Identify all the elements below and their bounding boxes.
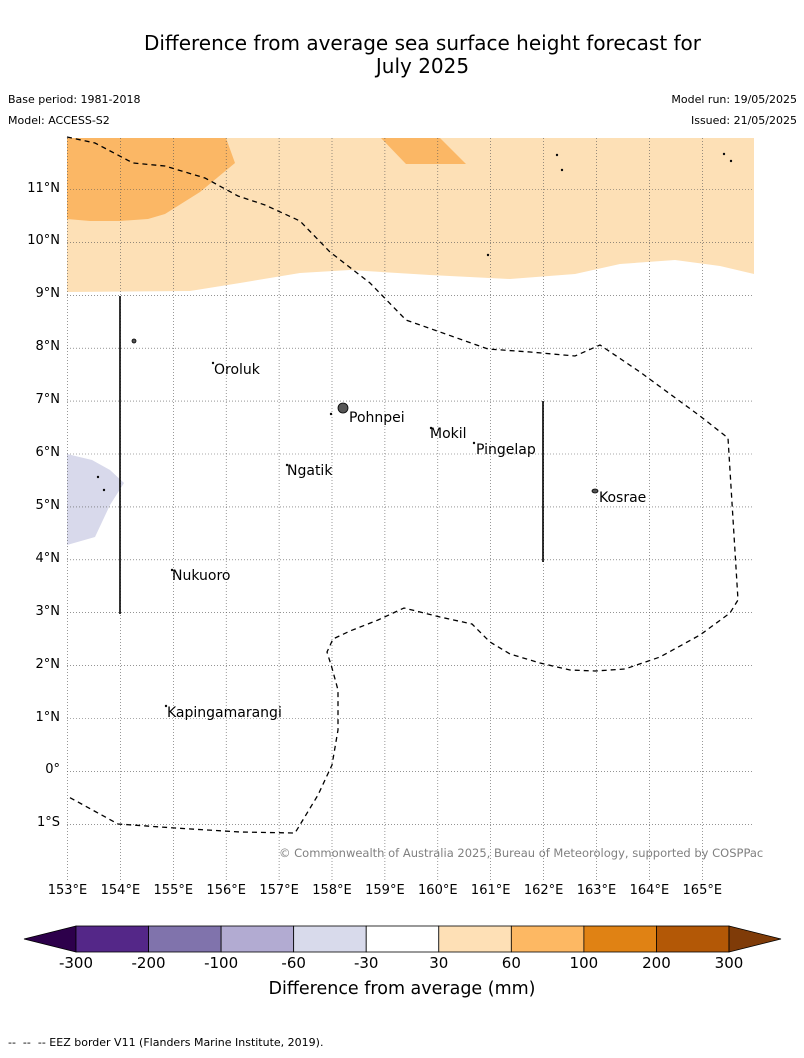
place-label-ngatik: Ngatik bbox=[287, 463, 333, 479]
colorbar-tick-label: 30 bbox=[429, 954, 449, 972]
lon-label: 158°E bbox=[312, 883, 352, 898]
small-atoll-7 bbox=[102, 488, 106, 492]
map-gridlines bbox=[67, 138, 754, 880]
lat-label: 1°N bbox=[35, 709, 61, 725]
shade-60-100-topleft bbox=[67, 138, 235, 221]
small-atoll-2 bbox=[560, 168, 564, 172]
colorbar-tick-label: -200 bbox=[131, 954, 166, 972]
lat-label: 6°N bbox=[35, 445, 61, 460]
colorbar-segment bbox=[365, 925, 440, 953]
ngatik-island bbox=[285, 463, 289, 467]
colorbar-tick-label: -60 bbox=[281, 954, 306, 972]
islands bbox=[96, 152, 733, 708]
title-line-1: Difference from average sea surface heig… bbox=[143, 31, 702, 55]
shade-60-100-topmid bbox=[381, 138, 466, 164]
place-label-kosrae: Kosrae bbox=[599, 490, 647, 506]
colorbar-tick-label: -100 bbox=[204, 954, 239, 972]
lon-label: 162°E bbox=[523, 883, 564, 898]
mokil-island bbox=[429, 426, 433, 430]
lat-label: 1°S bbox=[36, 815, 60, 831]
lon-label: 157°E bbox=[259, 883, 299, 898]
pohnpei-island bbox=[337, 402, 349, 414]
lon-label: 165°E bbox=[682, 883, 723, 898]
small-atoll-3 bbox=[722, 152, 726, 156]
lat-label: 10°N bbox=[27, 233, 60, 249]
shade-minus60-minus30-left bbox=[67, 454, 124, 545]
colorbar-segment bbox=[656, 925, 730, 953]
colorbar-tick-label: 100 bbox=[569, 954, 599, 972]
small-island bbox=[131, 338, 137, 344]
colorbar-title: Difference from average (mm) bbox=[268, 979, 536, 999]
place-label-kapingamarangi: Kapingamarangi bbox=[167, 705, 282, 721]
nukuoro-island bbox=[170, 568, 174, 572]
lat-label: 2°N bbox=[35, 656, 61, 672]
map-shading bbox=[67, 138, 754, 545]
colorbar-segment bbox=[510, 925, 585, 953]
small-atoll-5 bbox=[486, 253, 490, 257]
kapingamarangi-island bbox=[164, 704, 168, 708]
colorbar-tick-label: -30 bbox=[353, 954, 379, 972]
colorbar-tick-label: 200 bbox=[642, 954, 671, 972]
lon-label: 161°E bbox=[470, 883, 511, 898]
colorbar-segment bbox=[148, 925, 222, 953]
lon-label: 156°E bbox=[206, 883, 246, 898]
base-period-text: Base period: 1981-2018 bbox=[8, 93, 141, 106]
place-label-oroluk: Oroluk bbox=[214, 362, 260, 378]
lat-label: 0° bbox=[45, 762, 60, 778]
colorbar-segment bbox=[75, 925, 149, 953]
small-atoll-6 bbox=[96, 475, 100, 479]
oroluk-island bbox=[211, 361, 215, 365]
colorbar-segment bbox=[220, 925, 295, 953]
eez-borders bbox=[66, 136, 739, 834]
lon-label: 160°E bbox=[418, 883, 458, 898]
lon-label: 163°E bbox=[576, 883, 617, 898]
place-label-pohnpei: Pohnpei bbox=[349, 410, 405, 426]
lon-label: 153°E bbox=[47, 883, 88, 898]
lat-label: 9°N bbox=[35, 286, 61, 302]
page-title: Difference from average sea surface heig… bbox=[0, 32, 804, 78]
place-label-nukuoro: Nukuoro bbox=[172, 568, 231, 584]
colorbar-segment bbox=[583, 925, 657, 953]
eez-border-north bbox=[66, 136, 739, 834]
lat-label: 8°N bbox=[35, 339, 61, 355]
lon-label: 155°E bbox=[153, 883, 194, 898]
vertical-markers bbox=[119, 296, 544, 614]
colorbar-tick-label: -300 bbox=[58, 954, 94, 972]
colorbar-extend-low bbox=[23, 925, 77, 953]
lon-label: 159°E bbox=[365, 883, 405, 898]
place-label-mokil: Mokil bbox=[430, 426, 467, 442]
copyright-text: © Commonwealth of Australia 2025, Bureau… bbox=[279, 846, 764, 860]
colorbar-segment bbox=[438, 925, 512, 953]
lat-label: 7°N bbox=[35, 392, 61, 408]
shade-30-60-band bbox=[67, 138, 754, 292]
lat-label: 5°N bbox=[35, 497, 61, 513]
model-text: Model: ACCESS-S2 bbox=[8, 114, 110, 127]
lat-label: 4°N bbox=[35, 550, 61, 566]
lat-label: 11°N bbox=[27, 180, 60, 196]
title-line-2: July 2025 bbox=[375, 54, 470, 78]
lon-label: 154°E bbox=[100, 883, 141, 898]
small-atoll-1 bbox=[555, 153, 559, 157]
eez-legend-text: -- -- -- EEZ border V11 (Flanders Marine… bbox=[8, 1036, 324, 1049]
small-atoll-4 bbox=[729, 159, 733, 163]
colorbar-extend-high bbox=[728, 925, 782, 953]
place-label-pingelap: Pingelap bbox=[476, 442, 536, 458]
issued-text: Issued: 21/05/2025 bbox=[690, 114, 797, 127]
kosrae-island bbox=[591, 488, 599, 494]
pingelap-island bbox=[472, 441, 476, 445]
lat-label: 3°N bbox=[35, 603, 61, 619]
model-run-text: Model run: 19/05/2025 bbox=[671, 93, 797, 106]
lon-label: 164°E bbox=[629, 883, 670, 898]
pohnpei-outlier bbox=[329, 412, 333, 416]
colorbar-tick-label: 60 bbox=[501, 954, 521, 972]
colorbar-segment bbox=[293, 925, 367, 953]
colorbar bbox=[23, 925, 782, 953]
colorbar-tick-label: 300 bbox=[714, 954, 744, 972]
